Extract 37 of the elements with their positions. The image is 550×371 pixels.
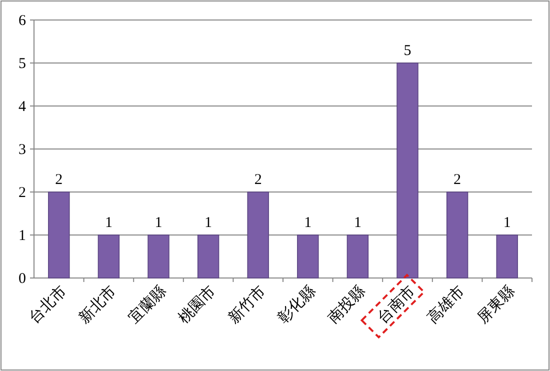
y-tick-label: 4	[18, 99, 26, 115]
y-tick-label: 3	[18, 142, 26, 158]
x-tick-label: 台北市	[25, 282, 70, 327]
x-tick-label: 台南市	[374, 282, 418, 327]
bar	[496, 234, 518, 278]
bar	[396, 62, 418, 278]
bar	[48, 192, 70, 278]
y-tick-label: 6	[18, 13, 26, 29]
y-tick-label: 0	[18, 271, 26, 287]
bar	[148, 234, 170, 278]
x-tick-label: 桃園市	[174, 282, 220, 327]
bar	[346, 234, 369, 278]
x-tick-label: 彰化縣	[274, 282, 319, 327]
bar	[446, 192, 468, 278]
x-tick-label: 新北市	[74, 282, 120, 327]
y-tick-label: 5	[18, 56, 26, 72]
data-label: 1	[154, 215, 162, 231]
data-label: 2	[55, 172, 63, 188]
x-tick-label: 屏東縣	[473, 282, 518, 327]
bar	[247, 192, 269, 278]
data-label: 1	[104, 215, 112, 231]
bar	[98, 234, 120, 278]
x-tick-label: 南投縣	[324, 282, 369, 327]
bar	[297, 234, 319, 278]
y-tick-label: 2	[18, 185, 26, 201]
data-label: 1	[503, 215, 511, 231]
bar	[197, 234, 220, 278]
x-tick-label: 高雄市	[424, 282, 468, 327]
data-label: 2	[254, 172, 262, 188]
y-tick-label: 1	[18, 228, 26, 244]
data-label: 1	[354, 215, 362, 231]
x-tick-label: 宜蘭縣	[124, 282, 170, 327]
data-label: 2	[454, 172, 462, 188]
data-label: 1	[304, 215, 312, 231]
data-label: 5	[404, 43, 412, 59]
x-tick-label: 新竹市	[224, 282, 269, 327]
data-label: 1	[204, 215, 212, 231]
